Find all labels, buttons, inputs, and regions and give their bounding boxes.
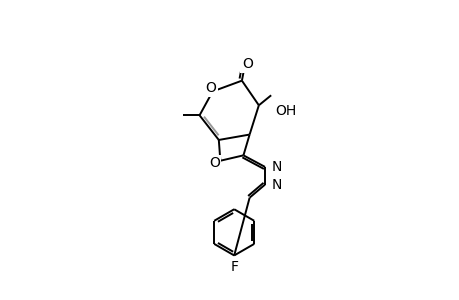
Text: F: F [230,260,238,274]
Text: O: O [241,58,252,71]
Text: N: N [271,178,281,192]
Text: N: N [271,160,281,174]
Text: OH: OH [274,104,296,118]
Text: O: O [208,156,219,170]
Text: O: O [205,81,216,95]
